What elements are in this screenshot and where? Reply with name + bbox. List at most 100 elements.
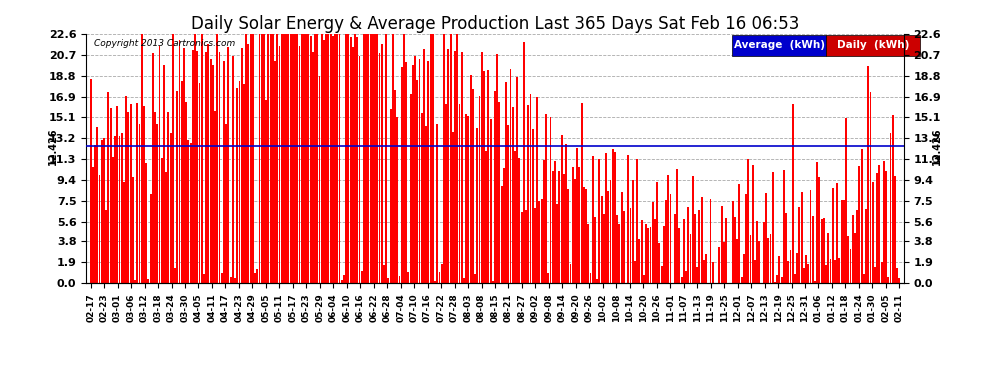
Bar	[354, 34, 356, 284]
Text: Copyright 2013 Cartronics.com: Copyright 2013 Cartronics.com	[94, 39, 236, 48]
Bar	[149, 194, 151, 284]
Bar	[874, 267, 876, 284]
Bar	[299, 45, 300, 284]
Bar	[432, 34, 434, 284]
Bar	[330, 34, 332, 284]
Bar	[201, 34, 203, 284]
Bar	[610, 180, 612, 284]
Bar	[321, 34, 323, 284]
Bar	[219, 52, 221, 284]
Bar	[347, 34, 349, 284]
Bar	[619, 224, 621, 284]
Bar	[334, 34, 336, 284]
Bar	[383, 265, 385, 284]
Bar	[505, 82, 507, 284]
Bar	[574, 179, 576, 284]
Bar	[190, 142, 191, 284]
Bar	[721, 206, 723, 284]
Bar	[543, 160, 545, 284]
Bar	[430, 34, 432, 284]
Bar	[816, 162, 818, 284]
Bar	[828, 233, 830, 284]
Bar	[210, 59, 212, 284]
Bar	[443, 34, 445, 284]
Bar	[823, 218, 825, 284]
Bar	[560, 135, 562, 284]
Bar	[605, 153, 607, 284]
Bar	[121, 133, 123, 284]
Bar	[428, 61, 430, 284]
Bar	[481, 52, 482, 284]
Bar	[665, 200, 667, 284]
Bar	[248, 44, 249, 284]
Bar	[337, 34, 339, 284]
Bar	[878, 165, 880, 284]
Bar	[896, 268, 898, 284]
Bar	[92, 167, 94, 284]
Bar	[360, 271, 362, 284]
Bar	[156, 124, 158, 284]
Bar	[569, 264, 571, 284]
Bar	[332, 36, 334, 284]
Bar	[851, 215, 853, 284]
Bar	[783, 171, 785, 284]
Bar	[158, 46, 160, 284]
Bar	[758, 241, 760, 284]
Bar	[790, 250, 791, 284]
Bar	[472, 89, 474, 284]
Bar	[667, 175, 669, 284]
Bar	[123, 182, 125, 284]
Bar	[385, 34, 387, 284]
FancyBboxPatch shape	[826, 35, 920, 56]
Bar	[317, 34, 318, 284]
Bar	[837, 183, 839, 284]
Bar	[503, 168, 505, 284]
Bar	[485, 151, 487, 284]
Bar	[283, 34, 285, 284]
Bar	[308, 34, 309, 284]
Bar	[139, 124, 141, 284]
Bar	[572, 167, 574, 284]
Bar	[596, 279, 598, 284]
Bar	[458, 104, 460, 284]
Bar	[325, 34, 327, 284]
Bar	[863, 274, 864, 284]
Bar	[114, 136, 116, 284]
Bar	[558, 171, 560, 284]
Bar	[232, 56, 234, 284]
Bar	[869, 92, 871, 284]
Bar	[845, 118, 847, 284]
Bar	[376, 34, 378, 284]
Bar	[832, 188, 834, 284]
Bar	[794, 274, 796, 284]
Bar	[483, 70, 485, 284]
Bar	[263, 34, 265, 284]
Bar	[249, 34, 251, 284]
Bar	[181, 81, 183, 284]
Bar	[148, 279, 149, 284]
Bar	[805, 255, 807, 284]
Text: Average  (kWh): Average (kWh)	[734, 40, 825, 51]
Bar	[549, 117, 551, 284]
Bar	[187, 140, 189, 284]
Bar	[212, 65, 214, 284]
Bar	[390, 109, 391, 284]
Bar	[474, 274, 476, 284]
Bar	[310, 36, 312, 284]
Text: 12.426: 12.426	[48, 128, 57, 165]
Bar	[128, 112, 130, 284]
Bar	[369, 34, 371, 284]
Bar	[447, 49, 449, 284]
Bar	[528, 105, 530, 284]
Bar	[160, 158, 162, 284]
Bar	[751, 165, 753, 284]
Bar	[725, 218, 727, 284]
Bar	[634, 261, 636, 284]
Bar	[221, 273, 223, 284]
Bar	[451, 132, 453, 284]
Bar	[621, 192, 623, 284]
Bar	[508, 125, 509, 284]
Bar	[807, 264, 809, 284]
Bar	[423, 50, 425, 284]
Bar	[169, 133, 171, 284]
